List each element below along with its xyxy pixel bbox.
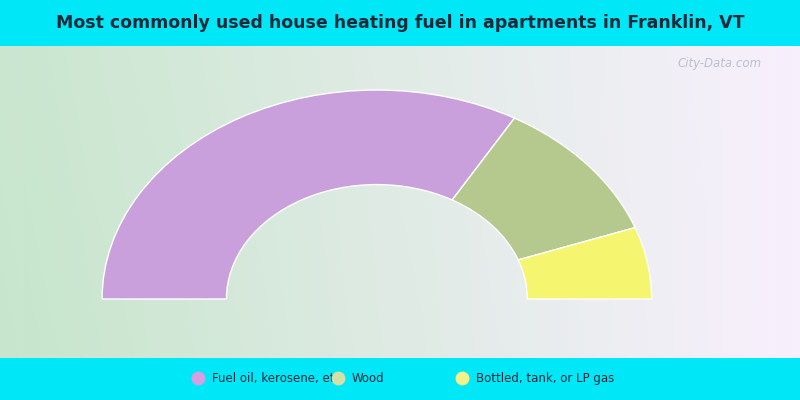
Wedge shape — [102, 90, 514, 299]
Wedge shape — [518, 228, 652, 299]
Text: Most commonly used house heating fuel in apartments in Franklin, VT: Most commonly used house heating fuel in… — [56, 14, 744, 32]
Text: Fuel oil, kerosene, etc.: Fuel oil, kerosene, etc. — [212, 372, 345, 385]
Text: Wood: Wood — [352, 372, 385, 385]
Text: City-Data.com: City-Data.com — [678, 57, 762, 70]
Text: Bottled, tank, or LP gas: Bottled, tank, or LP gas — [476, 372, 614, 385]
Wedge shape — [452, 118, 635, 260]
